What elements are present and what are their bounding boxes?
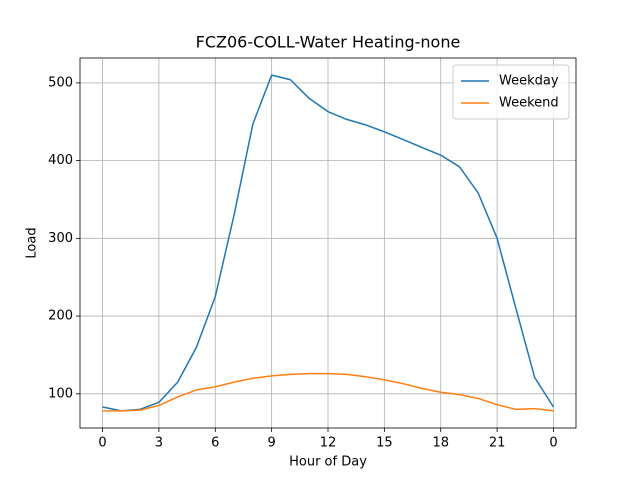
line-series (102, 372, 554, 412)
x-tick-label: 0 (549, 436, 557, 451)
chart-title: FCZ06-COLL-Water Heating-none (196, 33, 461, 52)
legend-label: Weekday (499, 74, 559, 89)
line-series (102, 74, 555, 412)
y-axis-label: Load (25, 227, 40, 258)
x-tick-label: 0 (98, 436, 106, 451)
x-tick-label: 6 (211, 436, 219, 451)
x-tick-label: 3 (155, 436, 163, 451)
y-tick-label: 100 (48, 386, 73, 401)
legend-label: Weekend (499, 96, 559, 111)
legend-box (452, 64, 570, 120)
x-tick-label: 21 (489, 436, 506, 451)
x-tick-label: 9 (267, 436, 275, 451)
y-tick-label: 200 (48, 309, 73, 324)
x-tick-label: 18 (432, 436, 449, 451)
x-axis-label: Hour of Day (289, 455, 367, 470)
x-tick-label: 15 (376, 436, 393, 451)
y-tick-label: 500 (48, 75, 73, 90)
y-tick-label: 300 (48, 231, 73, 246)
x-tick-label: 12 (320, 436, 337, 451)
y-tick-label: 400 (48, 153, 73, 168)
plot-frame (79, 57, 577, 429)
